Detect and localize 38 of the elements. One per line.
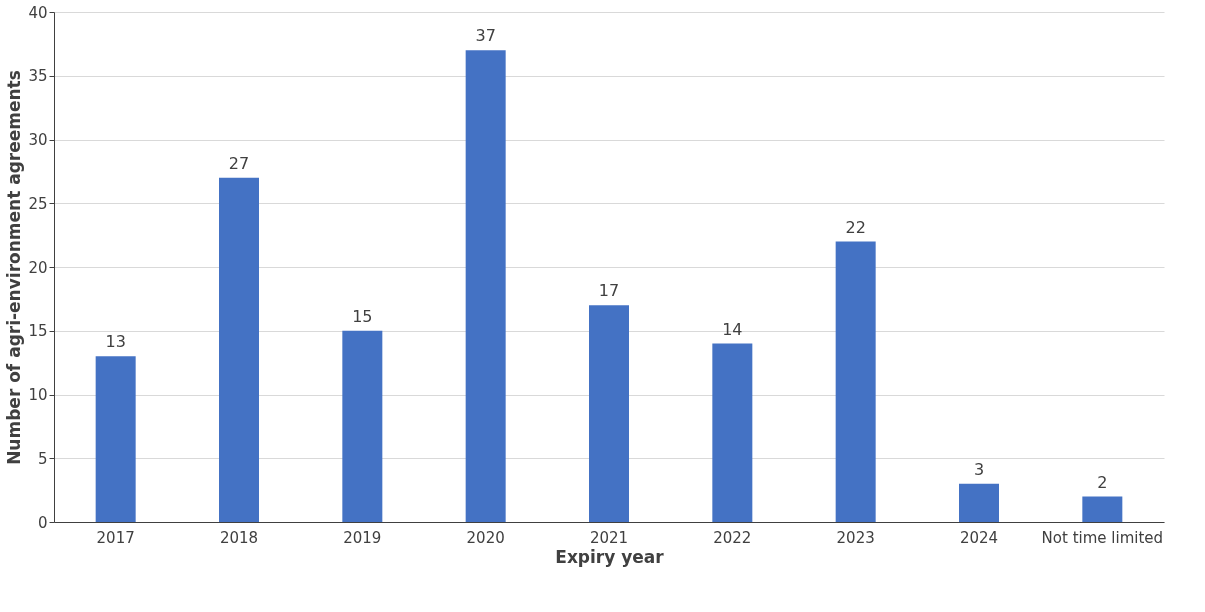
- y-tick-label: 40: [28, 3, 48, 22]
- data-label: 13: [105, 332, 126, 352]
- bar: [465, 50, 506, 522]
- x-tick-label: 2024: [959, 528, 999, 547]
- y-tick-label: 30: [28, 131, 48, 149]
- y-tick-label: 20: [28, 258, 48, 277]
- x-tick-label: 2021: [589, 528, 629, 547]
- y-tick-label: 5: [37, 449, 48, 468]
- data-label: 17: [598, 281, 620, 301]
- data-label: 22: [845, 217, 866, 237]
- y-tick-label: 15: [28, 322, 48, 341]
- x-tick-label: Not time limited: [1041, 528, 1164, 547]
- data-label: 15: [352, 306, 373, 326]
- data-label: 27: [228, 153, 250, 173]
- x-tick-label: 2022: [713, 528, 752, 547]
- x-axis-title: Expiry year: [555, 546, 665, 567]
- bar: [712, 343, 753, 522]
- bar: [342, 330, 383, 522]
- x-tick-label: 2017: [96, 528, 135, 547]
- bar: [1082, 496, 1123, 522]
- bar: [95, 356, 136, 522]
- bar: [589, 305, 629, 522]
- data-label: 2: [1097, 472, 1108, 492]
- bar: [219, 177, 259, 522]
- data-label: 3: [973, 459, 985, 479]
- bar: [959, 483, 999, 522]
- y-tick-label: 35: [28, 67, 48, 86]
- x-tick-label: 2023: [836, 528, 875, 547]
- data-label: 14: [722, 319, 743, 339]
- y-tick-label: 10: [28, 386, 48, 404]
- x-tick-label: 2018: [219, 528, 259, 547]
- y-axis-title: Number of agri-environment agreements: [4, 70, 25, 465]
- data-label: 37: [475, 26, 496, 46]
- y-tick-label: 0: [37, 513, 48, 532]
- x-tick-label: 2020: [466, 528, 505, 547]
- x-tick-label: 2019: [343, 528, 382, 547]
- bar: [835, 241, 876, 522]
- y-tick-label: 25: [28, 194, 48, 213]
